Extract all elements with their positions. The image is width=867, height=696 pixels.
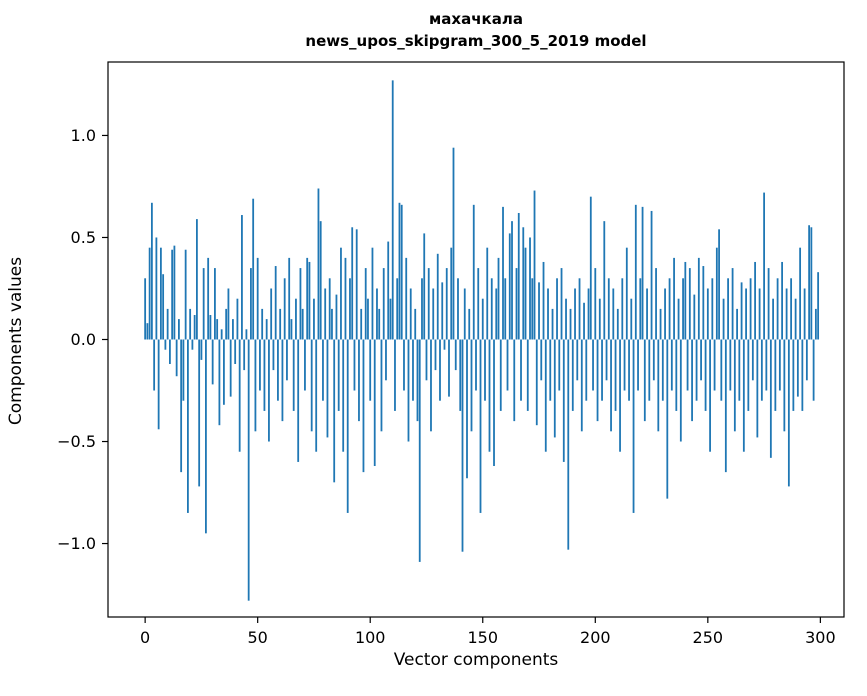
svg-text:1.0: 1.0 bbox=[71, 126, 96, 145]
chart-title-word: махачкала bbox=[429, 10, 523, 28]
svg-text:−0.5: −0.5 bbox=[57, 432, 96, 451]
svg-text:0.5: 0.5 bbox=[71, 228, 96, 247]
svg-text:−1.0: −1.0 bbox=[57, 534, 96, 553]
svg-text:0: 0 bbox=[140, 628, 150, 647]
svg-text:200: 200 bbox=[580, 628, 611, 647]
svg-text:250: 250 bbox=[693, 628, 724, 647]
svg-text:50: 50 bbox=[247, 628, 267, 647]
chart-title: махачкала news_upos_skipgram_300_5_2019 … bbox=[108, 8, 844, 52]
svg-text:300: 300 bbox=[805, 628, 836, 647]
x-axis-label: Vector components bbox=[393, 650, 559, 670]
chart-title-model: news_upos_skipgram_300_5_2019 model bbox=[305, 32, 647, 50]
svg-text:150: 150 bbox=[467, 628, 498, 647]
svg-text:0.0: 0.0 bbox=[71, 330, 96, 349]
y-axis-label: Components values bbox=[6, 256, 26, 426]
svg-text:100: 100 bbox=[355, 628, 386, 647]
